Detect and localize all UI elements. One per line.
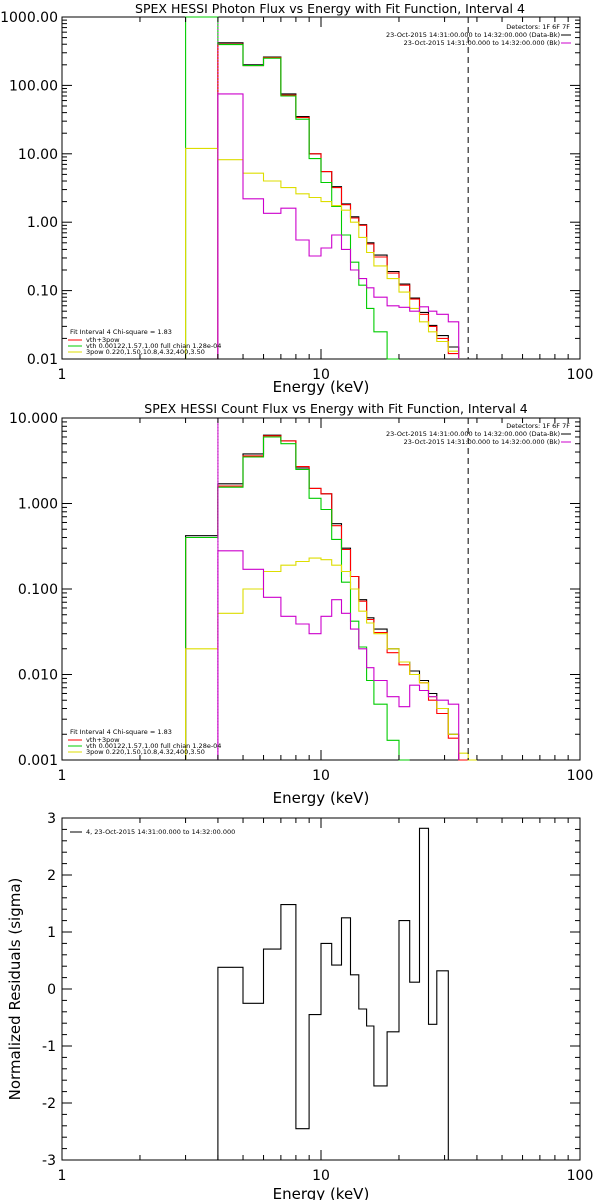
panel1-info: Detectors: 1F 6F 7F 23-Oct-2015 14:31:00… <box>386 23 571 47</box>
series-line-4 <box>217 93 460 359</box>
panel1-x-ticks: 1 10 100 <box>58 17 594 383</box>
x-tick-label: 100 <box>567 367 594 383</box>
panel3-legend: 4, 23-Oct-2015 14:31:00.000 to 14:32:00.… <box>70 828 235 836</box>
panel1-legend: Fit Interval 4 Chi-square = 1.83 vth+3po… <box>68 328 221 356</box>
y-tick-label: -3 <box>42 1153 56 1169</box>
y-tick-label: 0.010 <box>18 668 58 684</box>
count-flux-panel: SPEX HESSI Count Flux vs Energy with Fit… <box>9 401 593 807</box>
panel2-legend-header: Fit Interval 4 Chi-square = 1.83 <box>70 728 172 736</box>
panel2-series <box>185 434 477 761</box>
y-tick-label: 3 <box>47 811 56 827</box>
x-tick-label: 1 <box>58 367 67 383</box>
x-tick-label: 100 <box>567 768 594 784</box>
residuals-panel: 1 10 100 -3 -2 -1 0 1 2 3 Energy (keV) Normalize… <box>6 811 593 1200</box>
x-tick-label: 10 <box>312 367 330 383</box>
panel2-plot-frame <box>61 417 581 761</box>
series-line-1 <box>185 435 469 761</box>
panel1-y-ticks: 0.01 0.10 1.00 10.00 100.00 1000.00 <box>0 10 580 368</box>
y-tick-label: 1000.00 <box>0 10 58 26</box>
panel1-info-bk: 23-Oct-2015 14:31:00.000 to 14:32:00.000… <box>404 39 560 47</box>
panel2-info-data: 23-Oct-2015 14:31:00.000 to 14:32:00.000… <box>386 430 560 438</box>
series-line-3 <box>185 147 460 359</box>
panel2-info-bk: 23-Oct-2015 14:31:00.000 to 14:32:00.000… <box>404 438 560 446</box>
x-tick-label: 10 <box>312 1168 330 1184</box>
series-line-3 <box>185 557 477 761</box>
panel3-y-axis-label: Normalized Residuals (sigma) <box>6 878 24 1101</box>
panel1-info-data: 23-Oct-2015 14:31:00.000 to 14:32:00.000… <box>386 31 560 39</box>
panel1-title: SPEX HESSI Photon Flux vs Energy with Fi… <box>135 1 525 16</box>
series-line-0 <box>217 827 449 1160</box>
x-tick-label: 1 <box>58 768 67 784</box>
panel1-series <box>185 16 460 360</box>
panel1-legend-item-1: vth 0.00122,1.57,1.00 full chian 1.28e-0… <box>86 342 221 350</box>
y-tick-label: -1 <box>42 1039 56 1055</box>
y-tick-label: 1.000 <box>18 497 58 513</box>
panel1-legend-header: Fit Interval 4 Chi-square = 1.83 <box>70 328 172 336</box>
series-line-0 <box>217 42 460 359</box>
panel2-legend-item-1: vth 0.00122,1.57,1.00 full chian 1.28e-0… <box>86 742 221 750</box>
y-tick-label: 0.100 <box>18 582 58 598</box>
panel1-plot-frame <box>61 16 581 360</box>
series-line-2 <box>185 436 410 761</box>
panel1-vlines <box>217 17 469 359</box>
panel1-legend-item-2: 3pow 0.220,1.50,10.8,4.32,400,3.50 <box>86 348 205 356</box>
series-line-0 <box>185 434 469 761</box>
panel1-legend-item-0: vth+3pow <box>86 336 120 344</box>
panel2-info: Detectors: 1F 6F 7F 23-Oct-2015 14:31:00… <box>386 422 571 446</box>
photon-flux-panel: SPEX HESSI Photon Flux vs Energy with Fi… <box>0 1 593 396</box>
y-tick-label: 0.001 <box>18 753 58 769</box>
panel3-x-ticks: 1 10 100 <box>58 818 594 1184</box>
panel1-x-axis-label: Energy (keV) <box>273 378 370 396</box>
panel2-legend-item-2: 3pow 0.220,1.50,10.8,4.32,400,3.50 <box>86 748 205 756</box>
y-tick-label: 0.01 <box>27 352 58 368</box>
panel3-x-axis-label: Energy (keV) <box>273 1185 370 1200</box>
panel3-legend-item-0: 4, 23-Oct-2015 14:31:00.000 to 14:32:00.… <box>86 828 235 836</box>
panel3-y-ticks: -3 -2 -1 0 1 2 3 <box>42 811 580 1169</box>
y-tick-label: 0.10 <box>27 284 58 300</box>
y-tick-label: 2 <box>47 868 56 884</box>
series-line-4 <box>217 550 460 760</box>
y-tick-label: 1.00 <box>27 215 58 231</box>
panel2-title: SPEX HESSI Count Flux vs Energy with Fit… <box>144 401 527 416</box>
panel2-y-ticks: 0.001 0.010 0.100 1.000 10.000 <box>9 411 580 769</box>
x-tick-label: 1 <box>58 1168 67 1184</box>
y-tick-label: 0 <box>47 982 56 998</box>
y-tick-label: 1 <box>47 925 56 941</box>
y-tick-label: 100.00 <box>9 78 58 94</box>
panel2-x-axis-label: Energy (keV) <box>273 789 370 807</box>
x-tick-label: 100 <box>567 1168 594 1184</box>
y-tick-label: -2 <box>42 1096 56 1112</box>
panel2-legend-item-0: vth+3pow <box>86 736 120 744</box>
panel2-info-detectors: Detectors: 1F 6F 7F <box>506 422 570 430</box>
y-tick-label: 10.00 <box>18 147 58 163</box>
panel2-vlines <box>217 418 469 760</box>
x-tick-label: 10 <box>312 768 330 784</box>
series-line-2 <box>185 16 399 360</box>
series-line-1 <box>217 43 460 359</box>
panel1-info-detectors: Detectors: 1F 6F 7F <box>506 23 570 31</box>
y-tick-label: 10.000 <box>9 411 58 427</box>
panel3-series <box>217 827 449 1160</box>
panel2-legend: Fit Interval 4 Chi-square = 1.83 vth+3po… <box>68 728 221 756</box>
